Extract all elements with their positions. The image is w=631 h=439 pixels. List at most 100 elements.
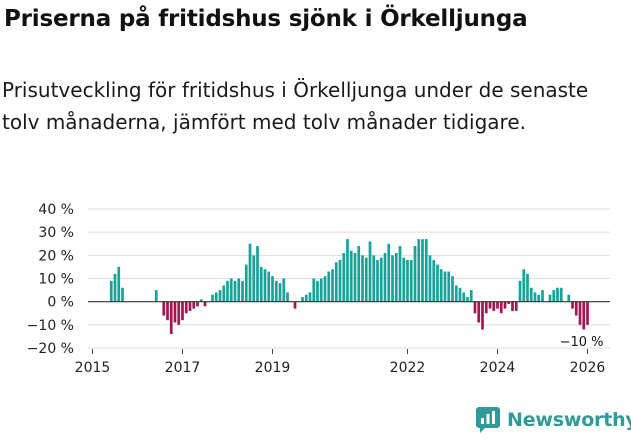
bar [226,280,229,302]
x-tick-label: 2015 [75,360,111,376]
bar [308,292,312,302]
bar [364,257,368,302]
bar [514,301,518,311]
bar [177,301,181,325]
x-tick-label: 2017 [165,360,201,376]
bar [244,264,248,302]
x-tick-label: 2019 [255,360,291,376]
bar [439,269,443,302]
bar [417,239,421,302]
bar [166,301,169,321]
bar [394,253,398,302]
bar [428,255,432,302]
bar [162,301,166,316]
bar [263,269,267,302]
bar [229,278,233,302]
bar [379,257,383,302]
bar [357,246,361,302]
bar [499,301,503,314]
bar [537,294,541,302]
bar [256,246,259,302]
bar [481,301,484,330]
bar [421,239,424,302]
bar [503,301,507,309]
bar [372,255,376,302]
bar [402,257,406,302]
bar [282,278,286,302]
bar [447,271,451,302]
bar [533,292,537,302]
bar [346,239,349,302]
bar [586,301,589,325]
bar [559,287,563,302]
bar [477,301,481,323]
bar [301,297,304,302]
y-tick-label: −10 % [27,318,74,334]
bar [259,266,263,302]
bar [387,243,391,302]
y-tick-label: 40 % [38,202,74,218]
bar [278,283,282,302]
bar [109,280,113,302]
bar [113,273,117,302]
bar [184,301,188,314]
bar [188,301,192,311]
bar [334,262,338,302]
bar [406,259,409,302]
bar [323,276,327,302]
bar [391,255,394,302]
bar [368,241,372,302]
bar [241,280,244,302]
bar [413,246,417,302]
bar [574,301,578,316]
bar [271,276,274,302]
bar [556,287,559,302]
bar [214,292,218,302]
bar [181,301,184,321]
bar [582,301,586,330]
bar [169,301,173,335]
bar [192,301,196,309]
bar [312,278,316,302]
bar [541,290,544,302]
bar [398,246,402,302]
chart-title: Priserna på fritidshus sjönk i Örkelljun… [4,6,528,32]
bar [274,280,278,302]
bar [451,276,454,302]
bar [327,271,331,302]
bar [567,294,571,302]
bar [248,243,252,302]
bar [518,280,522,302]
y-tick-label: 0 % [47,295,74,311]
bar [376,259,379,302]
bar [469,290,473,302]
bar [484,301,488,314]
bar [211,294,214,302]
bar [338,259,342,302]
bar [252,255,256,302]
bar [383,253,387,302]
bar [304,294,308,302]
brand-name: Newsworthy [507,409,631,431]
bar [432,259,436,302]
bar [454,285,458,302]
bar [507,301,511,304]
bar [233,280,237,302]
bar [342,253,346,302]
bar [349,250,353,302]
brand-logo[interactable]: Newsworthy [476,405,631,435]
bar [218,290,222,302]
bar [522,269,526,302]
y-tick-label: 20 % [38,248,74,264]
bar [203,301,207,307]
bar [488,301,492,309]
bar [466,297,469,302]
data-label: −10 % [560,335,604,350]
bar [529,287,533,302]
bar [121,287,124,302]
bar [548,294,552,302]
newsworthy-logo-icon [476,407,500,433]
x-tick-label: 2022 [390,360,426,376]
bar [511,301,514,311]
